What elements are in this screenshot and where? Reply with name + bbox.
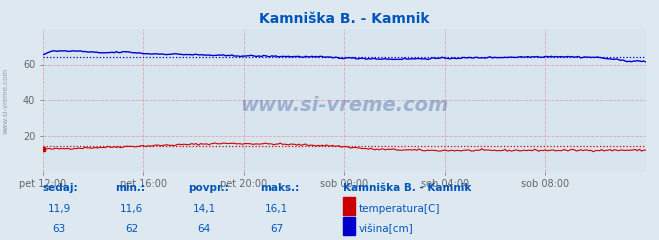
- Text: 11,6: 11,6: [120, 204, 144, 214]
- Text: višina[cm]: višina[cm]: [359, 224, 414, 234]
- Text: www.si-vreme.com: www.si-vreme.com: [240, 96, 449, 115]
- Text: maks.:: maks.:: [260, 183, 300, 193]
- Text: 11,9: 11,9: [47, 204, 71, 214]
- Title: Kamniška B. - Kamnik: Kamniška B. - Kamnik: [259, 12, 430, 26]
- Text: povpr.:: povpr.:: [188, 183, 229, 193]
- Text: 63: 63: [53, 224, 66, 234]
- Text: 67: 67: [270, 224, 283, 234]
- Text: sedaj:: sedaj:: [43, 183, 78, 193]
- Text: www.si-vreme.com: www.si-vreme.com: [2, 68, 9, 134]
- Text: temperatura[C]: temperatura[C]: [359, 204, 441, 214]
- Text: 64: 64: [198, 224, 211, 234]
- Text: 16,1: 16,1: [265, 204, 289, 214]
- Text: Kamniška B. - Kamnik: Kamniška B. - Kamnik: [343, 183, 471, 193]
- Text: 62: 62: [125, 224, 138, 234]
- Text: 14,1: 14,1: [192, 204, 216, 214]
- Text: min.:: min.:: [115, 183, 146, 193]
